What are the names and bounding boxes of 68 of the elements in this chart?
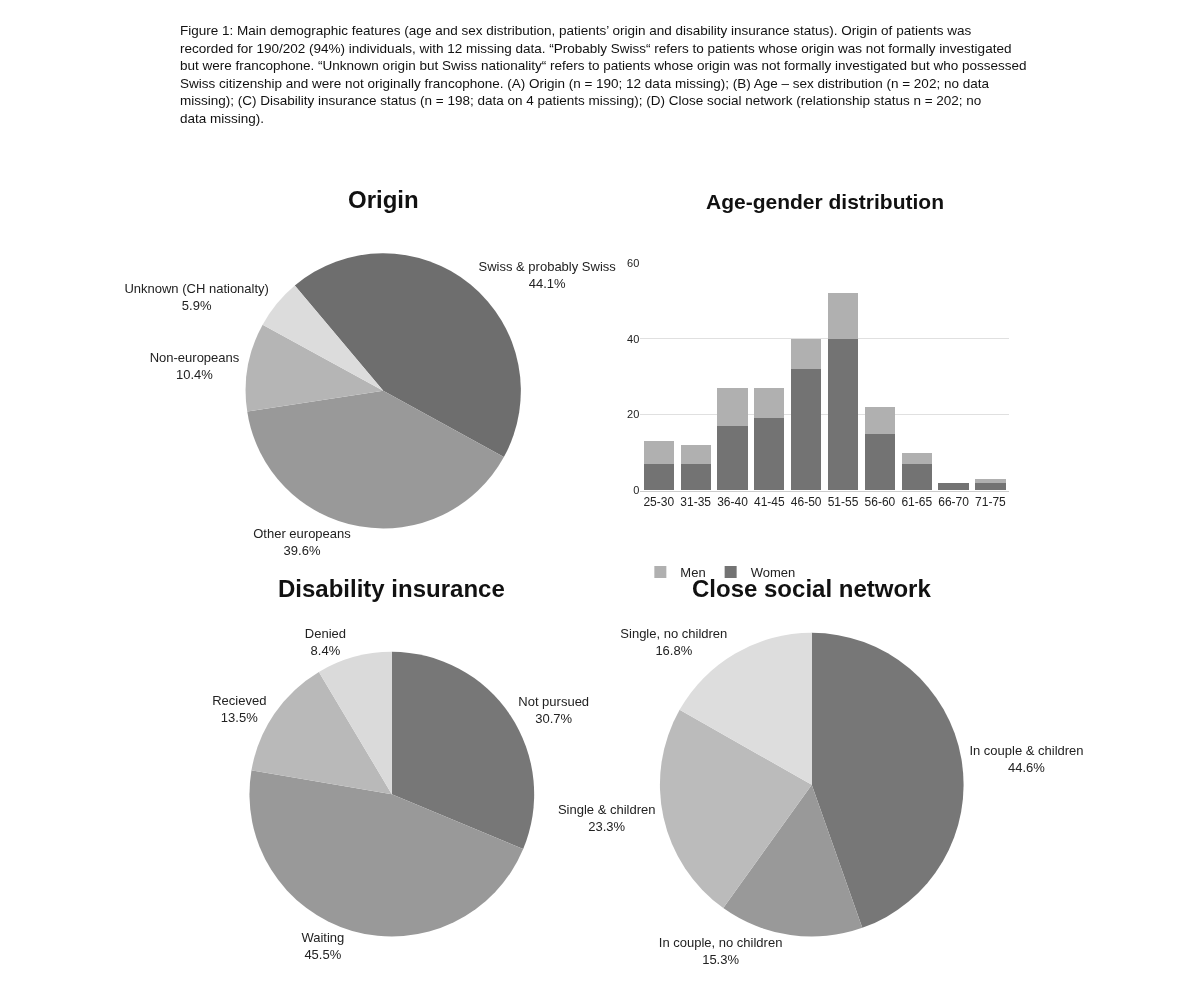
data-label: 15.3% xyxy=(702,951,740,967)
pie-slice xyxy=(659,709,812,909)
pie-slice xyxy=(723,784,863,937)
bar xyxy=(717,388,748,426)
bar xyxy=(864,433,895,491)
x-tick-label: 71-75 xyxy=(975,494,1007,509)
slice-label: Swiss & probably Swiss xyxy=(478,259,617,275)
slice-label: In couple, no children xyxy=(658,934,783,950)
data-label: 45.5% xyxy=(304,946,342,962)
bar xyxy=(938,482,969,491)
slice-label: Unknown (CH nationalty) xyxy=(124,281,269,297)
pie-slice xyxy=(811,632,964,928)
x-tick-label: 31-35 xyxy=(680,494,712,509)
data-label: 13.5% xyxy=(220,709,259,725)
data-label: 44.1% xyxy=(528,275,567,291)
chart-title: Age-gender distribution xyxy=(706,190,944,213)
bar xyxy=(643,463,674,491)
data-label: 10.4% xyxy=(176,367,214,383)
bar xyxy=(754,418,785,491)
x-tick-label: 61-65 xyxy=(901,494,933,509)
chart-title: Disability insurance xyxy=(278,575,505,602)
x-tick-label: 56-60 xyxy=(864,494,896,509)
y-tick-label: 60 xyxy=(627,256,640,269)
bar xyxy=(643,441,674,464)
legend-label: Men xyxy=(680,564,706,580)
bar xyxy=(901,452,932,464)
bar xyxy=(680,463,711,491)
data-label: 5.9% xyxy=(181,298,212,314)
data-label: 16.8% xyxy=(655,642,693,658)
x-tick-label: 36-40 xyxy=(717,494,749,509)
bar xyxy=(975,479,1006,483)
slice-label: Single, no children xyxy=(620,625,728,641)
slice-label: Single & children xyxy=(557,802,656,818)
slice-label: Not pursued xyxy=(518,694,590,710)
slice-label: Non-europeans xyxy=(149,350,240,366)
data-label: 8.4% xyxy=(310,643,341,659)
bar xyxy=(975,482,1006,491)
x-tick-label: 41-45 xyxy=(753,494,785,509)
data-label: 44.6% xyxy=(1008,759,1046,775)
bar xyxy=(680,444,711,464)
slice-label: In couple & children xyxy=(969,742,1084,758)
x-tick-label: 25-30 xyxy=(643,494,675,509)
slice-label: Waiting xyxy=(301,929,345,945)
x-tick-label: 66-70 xyxy=(938,494,970,509)
chart-title: Origin xyxy=(348,186,419,213)
data-label: 23.3% xyxy=(588,819,626,835)
legend-label: Women xyxy=(750,564,796,580)
y-tick-label: 0 xyxy=(633,484,640,497)
bar xyxy=(827,293,859,339)
bar xyxy=(791,338,822,370)
bar xyxy=(754,388,785,419)
slice-label: Other europeans xyxy=(253,525,352,541)
bar xyxy=(864,406,895,434)
bar xyxy=(717,425,748,491)
bar xyxy=(901,463,932,491)
data-label: 39.6% xyxy=(283,542,321,558)
y-tick-label: 20 xyxy=(627,408,640,421)
x-tick-label: 46-50 xyxy=(790,494,822,509)
slice-label: Recieved xyxy=(212,692,267,708)
slice-label: Denied xyxy=(304,626,347,642)
pie-slice xyxy=(247,390,504,529)
pie-slice xyxy=(245,324,384,412)
x-tick-label: 51-55 xyxy=(827,494,859,509)
bar xyxy=(827,338,859,491)
bar xyxy=(791,369,822,491)
data-label: 30.7% xyxy=(535,711,573,727)
caption: Figure 1: Main demographic features (age and sex distribution, patients’ origin and disability insurance status). Origin of patients was recorded for 190/202 (94%) individuals, with 12 missing data. “Probably Swiss“ refers to patients whose origin was not formally investigated but were francophone. “Unknown origin but Swiss nationality“ refers to patients whose origin was not formally investigated but who possessed Swiss citizenship and were not originally francophone. (A) Origin (n = 190; 12 data missing); (B) Age – sex distribution (n = 202; no data missing); (C) Disability insurance status (n = 198; data on 4 patients missing); (D) Close social network (relationship status n = 202; no data missing). xyxy=(180,23,1027,126)
y-tick-label: 40 xyxy=(627,332,640,345)
